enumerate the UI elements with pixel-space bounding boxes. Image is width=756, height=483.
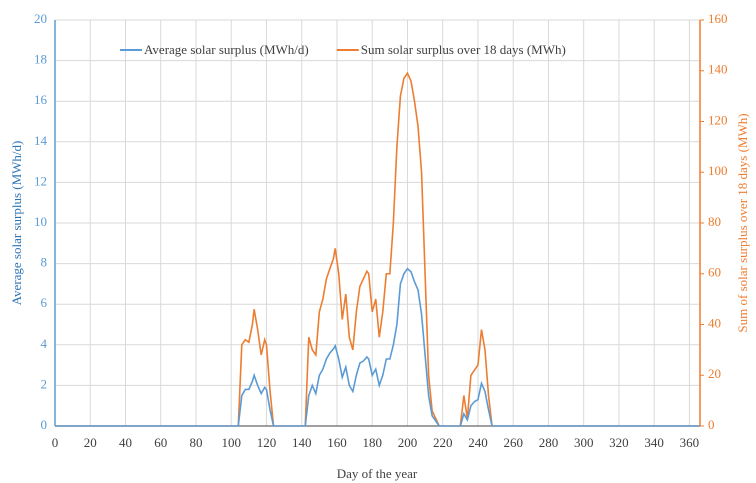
- y-tick-label: 12: [34, 173, 47, 188]
- y-tick-label: 8: [41, 255, 48, 270]
- y2-tick-label: 40: [708, 315, 721, 330]
- x-tick-label: 40: [119, 435, 132, 450]
- y-tick-label: 18: [34, 52, 47, 67]
- x-axis-label: Day of the year: [337, 466, 418, 481]
- y2-tick-label: 120: [708, 112, 728, 127]
- y2-tick-label: 20: [708, 366, 721, 381]
- x-tick-label: 20: [84, 435, 97, 450]
- x-tick-label: 260: [503, 435, 523, 450]
- y-tick-label: 2: [41, 376, 48, 391]
- legend-label: Sum solar surplus over 18 days (MWh): [361, 42, 566, 57]
- x-tick-label: 320: [609, 435, 629, 450]
- y2-tick-label: 100: [708, 163, 728, 178]
- y-tick-label: 14: [34, 133, 48, 148]
- x-tick-label: 360: [680, 435, 700, 450]
- y2-tick-label: 160: [708, 11, 728, 26]
- y-tick-label: 6: [41, 295, 48, 310]
- y-axis-label: Average solar surplus (MWh/d): [9, 141, 24, 306]
- y-tick-label: 0: [41, 417, 48, 432]
- x-tick-label: 160: [327, 435, 347, 450]
- legend-label: Average solar surplus (MWh/d): [144, 42, 309, 57]
- x-tick-label: 280: [539, 435, 559, 450]
- y-tick-label: 10: [34, 214, 47, 229]
- x-tick-label: 220: [433, 435, 453, 450]
- x-tick-label: 200: [398, 435, 418, 450]
- x-tick-label: 100: [221, 435, 241, 450]
- x-tick-label: 240: [468, 435, 488, 450]
- x-tick-label: 0: [52, 435, 59, 450]
- y2-tick-label: 0: [708, 417, 715, 432]
- x-tick-label: 180: [362, 435, 382, 450]
- y2-tick-label: 140: [708, 62, 728, 77]
- y-tick-label: 16: [34, 92, 48, 107]
- x-tick-label: 340: [644, 435, 664, 450]
- y-tick-label: 4: [41, 336, 48, 351]
- x-tick-label: 60: [154, 435, 167, 450]
- y2-axis-label: Sum of solar surplus over 18 days (MWh): [735, 113, 750, 332]
- x-tick-label: 80: [189, 435, 202, 450]
- y2-tick-label: 80: [708, 214, 721, 229]
- x-tick-label: 140: [292, 435, 312, 450]
- y-tick-label: 20: [34, 11, 47, 26]
- y2-tick-label: 60: [708, 265, 721, 280]
- series-line: [55, 267, 700, 427]
- x-tick-label: 120: [257, 435, 277, 450]
- series-line: [55, 71, 700, 427]
- x-tick-label: 300: [574, 435, 594, 450]
